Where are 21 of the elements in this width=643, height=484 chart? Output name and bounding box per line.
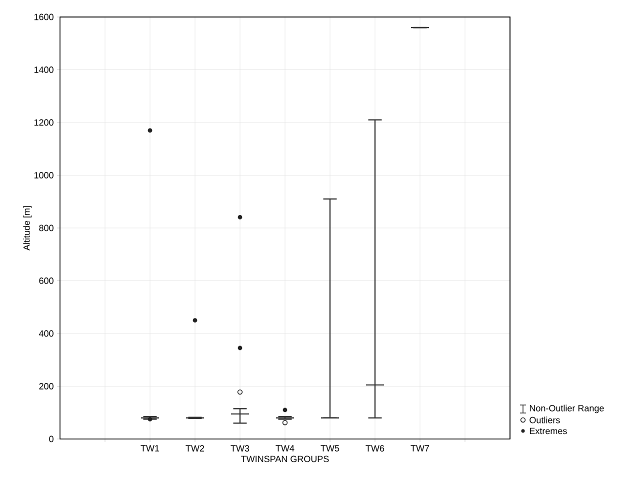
x-tick-label: TW5 <box>320 445 340 452</box>
y-tick-label: 800 <box>39 224 54 232</box>
y-tick-label: 600 <box>39 278 54 284</box>
legend-label: Non-Outlier Range <box>530 404 604 414</box>
y-axis-title: Altitude [m] <box>23 206 32 250</box>
y-tick-label: 1200 <box>34 119 54 126</box>
y-tick-label: 200 <box>39 383 54 390</box>
x-tick-label: TW3 <box>230 445 250 452</box>
y-tick-label: 400 <box>38 330 54 337</box>
y-tick-label: 1400 <box>34 66 54 73</box>
y-tick-label: 0 <box>49 436 54 442</box>
y-tick-label: 1600 <box>34 14 54 20</box>
x-tick-label: TW4 <box>276 445 294 452</box>
legend-label: Outliers <box>530 416 560 424</box>
x-tick-label: TW6 <box>366 445 384 452</box>
y-tick-label: 1000 <box>34 172 54 178</box>
legend-label: Extremes <box>530 428 567 434</box>
x-tick-label: TW2 <box>186 445 204 452</box>
x-tick-label: TW7 <box>410 445 430 452</box>
x-axis-title: TWINSPAN GROUPS <box>241 456 329 462</box>
x-tick-label: TW1 <box>140 445 160 452</box>
